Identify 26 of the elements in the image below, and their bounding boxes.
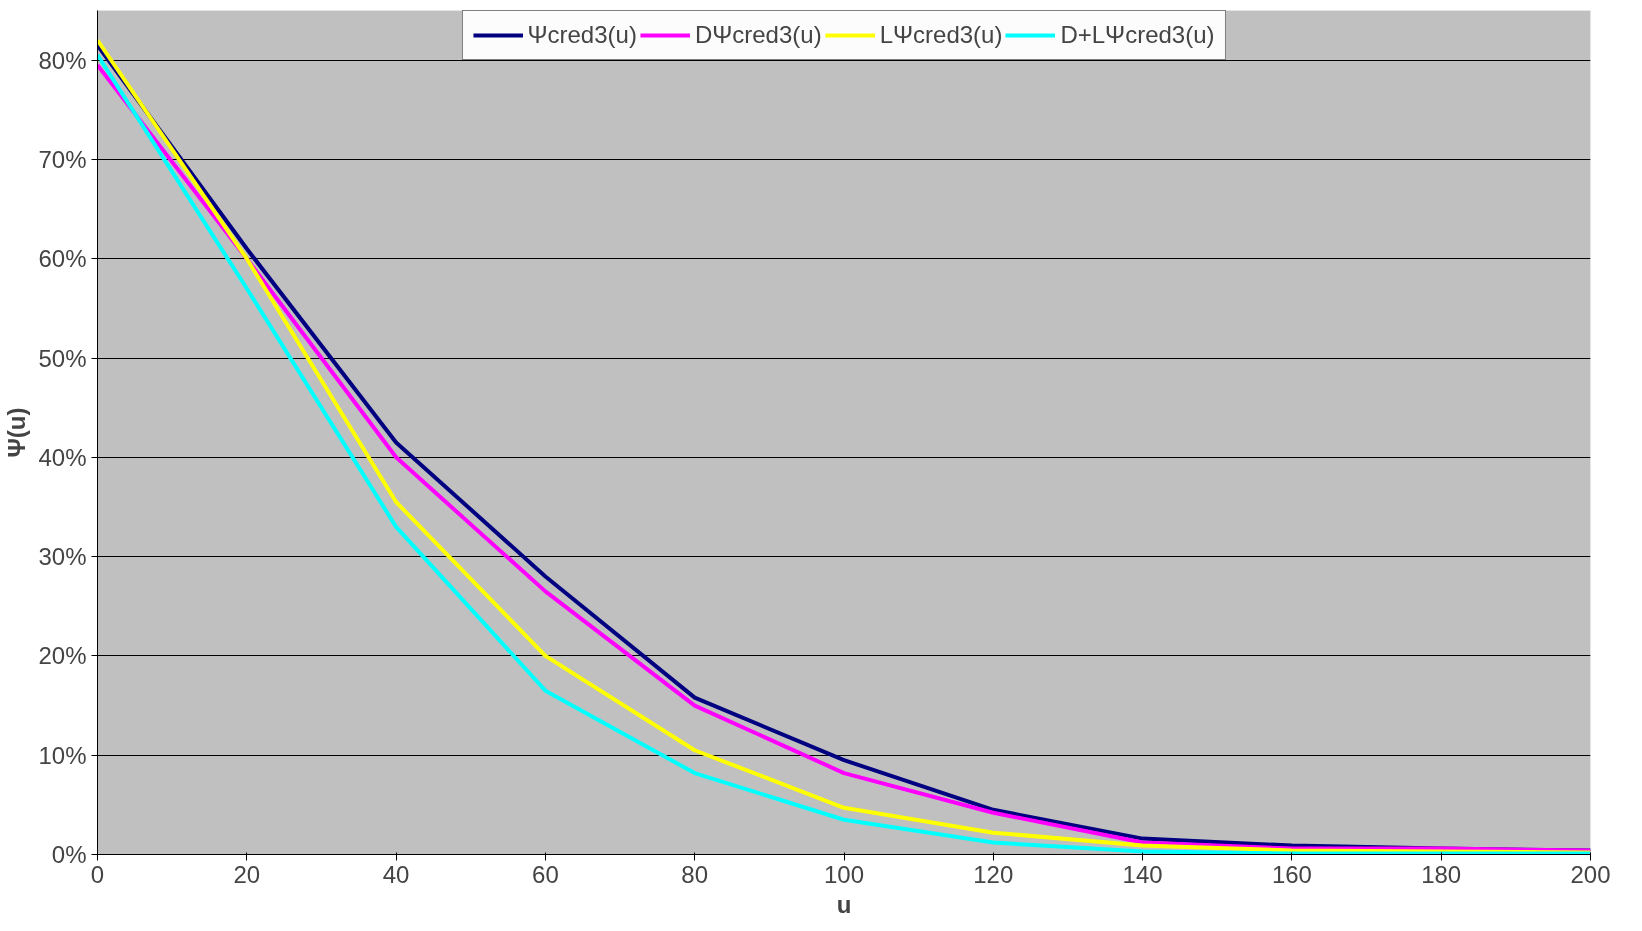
x-tick-label: 100 bbox=[823, 860, 865, 888]
y-tick-label: 10% bbox=[38, 741, 87, 769]
y-tick-label: 0% bbox=[51, 841, 87, 868]
y-tick-label: 70% bbox=[38, 145, 87, 173]
y-tick-label: 50% bbox=[38, 344, 87, 372]
legend-label: Ψcred3(u) bbox=[527, 21, 637, 49]
legend-label: DΨcred3(u) bbox=[694, 21, 822, 49]
y-tick-label: 40% bbox=[38, 443, 87, 471]
y-tick-label: 60% bbox=[38, 245, 87, 273]
x-tick-label: 180 bbox=[1421, 860, 1462, 888]
x-tick-label: 0 bbox=[90, 860, 105, 888]
x-tick-label: 40 bbox=[382, 860, 410, 888]
x-tick-label: 60 bbox=[532, 860, 559, 888]
x-tick-label: 120 bbox=[973, 860, 1014, 888]
x-tick-label: 20 bbox=[233, 860, 261, 888]
x-axis-title: u bbox=[836, 890, 852, 918]
legend-label: LΨcred3(u) bbox=[879, 21, 1003, 49]
legend-label: D+LΨcred3(u) bbox=[1060, 21, 1215, 49]
x-tick-label: 140 bbox=[1122, 860, 1163, 888]
x-tick-label: 200 bbox=[1570, 860, 1611, 888]
x-tick-label: 160 bbox=[1271, 860, 1312, 888]
y-tick-label: 30% bbox=[38, 543, 87, 571]
y-tick-label: 20% bbox=[38, 642, 87, 670]
y-tick-label: 80% bbox=[38, 46, 87, 74]
y-axis-title: Ψ(u) bbox=[3, 407, 31, 458]
x-tick-label: 80 bbox=[681, 860, 709, 888]
